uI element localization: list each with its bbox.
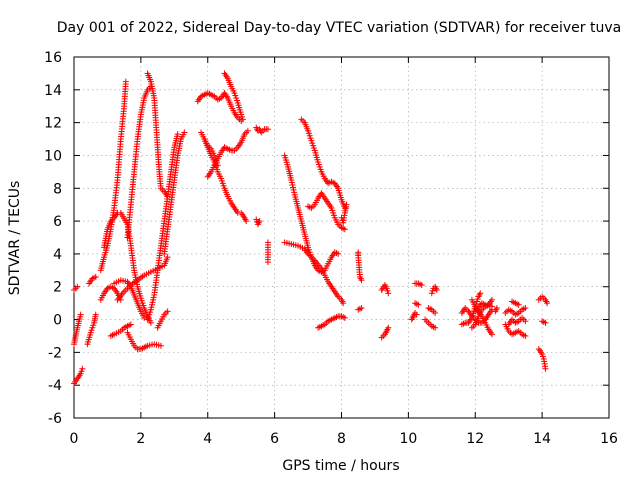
y-tick-label: 8 [53,181,62,197]
x-tick-label: 16 [600,431,618,447]
y-tick-label: 16 [44,50,62,66]
data-point [341,314,348,321]
y-axis-title: SDTVAR / TECUs [7,181,23,296]
data-point [542,319,549,326]
y-tick-label: 0 [53,313,62,329]
y-tick-label: -6 [48,411,62,427]
data-point [522,305,529,312]
x-axis-title: GPS time / hours [282,458,399,474]
data-point [164,254,171,261]
data-point [341,226,348,233]
data-point [522,332,529,339]
data-point [385,324,392,331]
data-point [335,250,342,257]
y-tick-label: -4 [48,378,62,394]
x-tick-label: 8 [337,431,346,447]
data-point [92,311,99,318]
y-tick-label: 14 [44,83,62,99]
data-point [264,126,271,133]
tick-marks [73,56,610,419]
data-point [488,331,495,338]
data-points [71,70,551,387]
chart-title: Day 001 of 2022, Sidereal Day-to-day VTE… [57,20,621,36]
data-point [243,218,250,225]
data-point [164,308,171,315]
data-point [181,129,188,136]
y-tick-label: -2 [48,345,62,361]
x-tick-label: 2 [136,431,145,447]
x-tick-label: 12 [466,431,484,447]
data-point [413,311,420,318]
data-point [418,282,425,289]
y-tick-label: 10 [44,148,62,164]
data-point [415,301,422,308]
data-point [157,342,164,349]
data-point [174,131,181,138]
y-tick-label: 12 [44,116,62,132]
data-point [477,290,484,297]
data-point [544,300,551,307]
data-point [147,319,154,326]
data-point [432,309,439,316]
x-tick-labels: 0 2 4 6 8 10 12 14 16 [70,431,618,447]
x-tick-label: 14 [533,431,551,447]
gridlines [74,57,609,418]
data-point [358,277,365,284]
data-point [79,365,86,372]
x-tick-label: 4 [203,431,212,447]
y-tick-labels: -6 -4 -2 0 2 4 6 8 10 12 14 16 [44,50,62,427]
data-point [340,300,347,307]
y-tick-label: 4 [53,247,62,263]
data-point [432,324,439,331]
data-point [92,273,99,280]
data-point [74,283,81,290]
data-point [542,365,549,372]
data-point [488,303,495,310]
data-point [385,290,392,297]
data-point [515,301,522,308]
data-point [493,305,500,312]
data-point [488,296,495,303]
x-tick-label: 6 [270,431,279,447]
y-tick-label: 6 [53,214,62,230]
data-point [127,321,134,328]
data-point [244,127,251,134]
data-point [77,311,84,318]
data-point [433,287,440,294]
data-point [141,314,148,321]
data-point [122,78,129,85]
x-tick-label: 10 [399,431,417,447]
data-point [256,218,263,225]
data-point [264,259,271,266]
data-point [522,318,529,325]
data-point [358,305,365,312]
data-point [343,201,350,208]
x-tick-label: 0 [70,431,79,447]
data-point [239,116,246,123]
y-tick-label: 2 [53,280,62,296]
